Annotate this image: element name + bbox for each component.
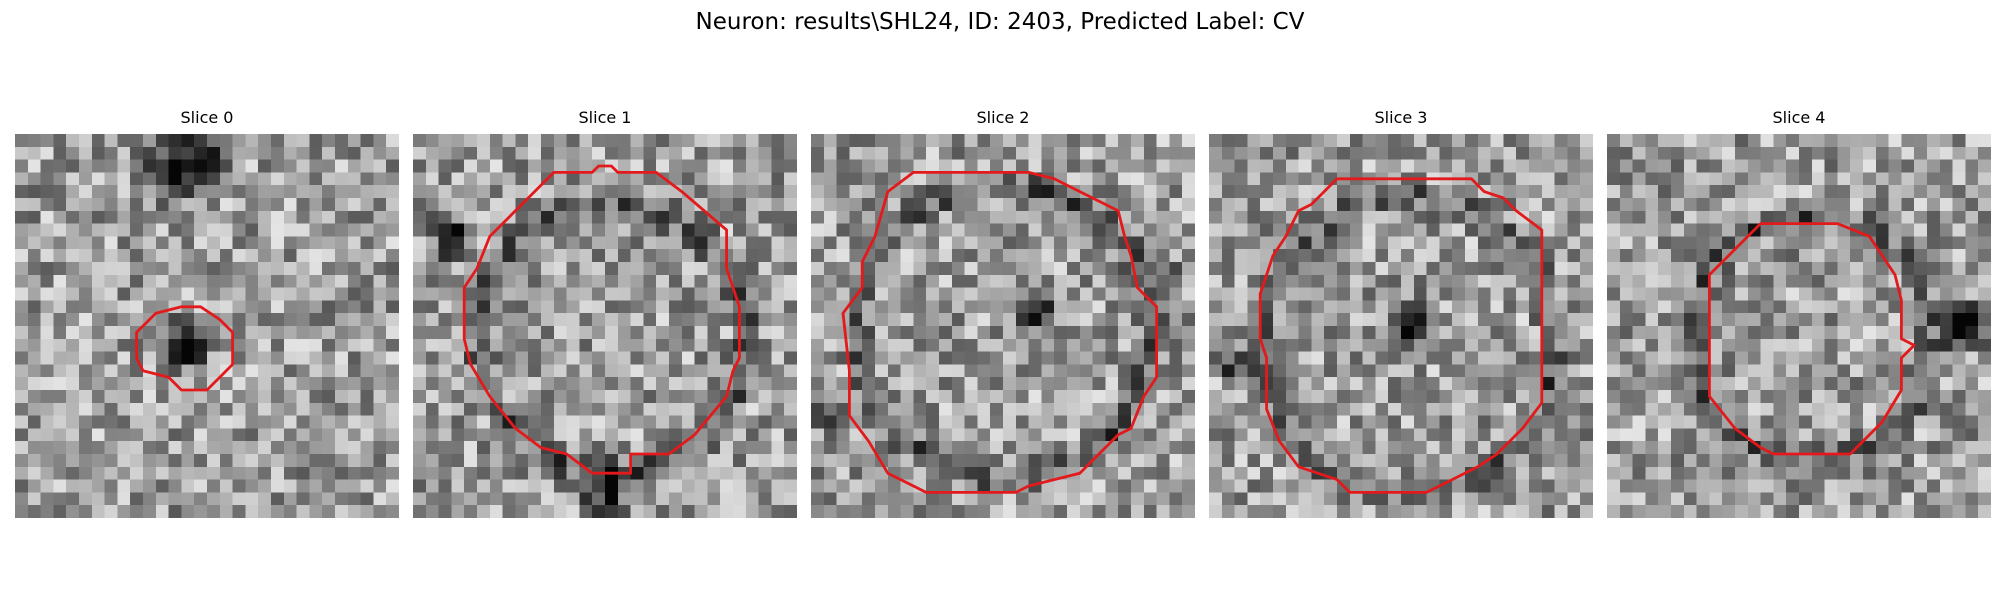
slice-image-with-contour	[811, 134, 1195, 518]
slice-image-with-contour	[413, 134, 797, 518]
slice-title: Slice 0	[180, 108, 234, 127]
roi-contour	[462, 164, 741, 475]
roi-contour	[1258, 177, 1544, 494]
slice-image-with-contour	[1209, 134, 1593, 518]
slice-panel-0: Slice 0	[15, 108, 399, 518]
slice-panel-3: Slice 3	[1209, 108, 1593, 518]
slice-title: Slice 1	[578, 108, 632, 127]
slice-image-with-contour	[1607, 134, 1991, 518]
slice-title: Slice 3	[1374, 108, 1428, 127]
roi-contour	[1707, 222, 1916, 456]
slice-panel-4: Slice 4	[1607, 108, 1991, 518]
figure-title: Neuron: results\SHL24, ID: 2403, Predict…	[695, 9, 1305, 35]
slice-title: Slice 2	[976, 108, 1030, 127]
slice-image-with-contour	[15, 134, 399, 518]
slice-panel-1: Slice 1	[413, 108, 797, 518]
slice-title: Slice 4	[1772, 108, 1826, 127]
roi-contour	[135, 305, 235, 392]
slice-panel-2: Slice 2	[811, 108, 1195, 518]
roi-contour	[841, 170, 1159, 494]
